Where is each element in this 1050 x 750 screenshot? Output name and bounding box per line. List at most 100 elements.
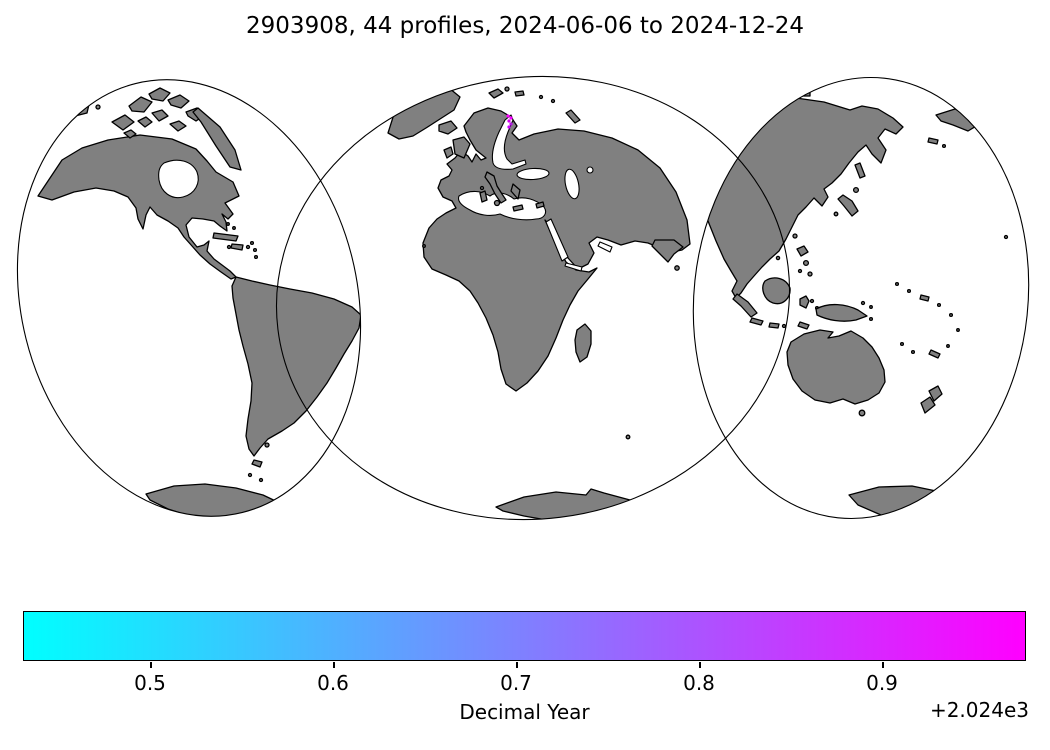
sicily — [493, 199, 501, 207]
sakhalin — [854, 162, 866, 179]
new-zealand-south — [920, 396, 936, 414]
gulf-of-aden — [564, 262, 583, 272]
greenland-west-sliver — [192, 107, 242, 171]
island-dot — [941, 143, 947, 149]
lobe-europe-africa-land — [387, 86, 691, 524]
island-dot — [869, 305, 873, 309]
island-dot — [253, 254, 259, 260]
profile-point — [507, 125, 511, 129]
japan — [837, 194, 859, 217]
hispaniola — [230, 243, 244, 251]
profile-point — [509, 116, 513, 120]
float-profile-trail — [506, 114, 513, 129]
island-dash — [514, 90, 525, 97]
island-dash — [927, 137, 939, 145]
island-dot — [807, 271, 813, 277]
island-dot — [625, 434, 631, 440]
island-dash — [919, 294, 930, 302]
aral-sea — [586, 166, 594, 174]
island-dot — [95, 104, 101, 110]
india — [651, 239, 684, 263]
colorbar-tick-mark — [882, 662, 884, 668]
island-dot — [226, 244, 232, 250]
crete — [512, 204, 524, 212]
red-sea — [545, 218, 569, 262]
colorbar-tick-mark — [150, 662, 152, 668]
island-dot — [868, 316, 874, 322]
island-dot — [981, 506, 987, 512]
island-dot — [899, 341, 905, 347]
australia — [786, 329, 886, 405]
continent-asia — [698, 97, 904, 299]
island-dot — [786, 92, 792, 98]
colorbar-tick-label: 0.5 — [134, 671, 166, 695]
island-dot — [232, 226, 236, 230]
colorbar-gradient — [23, 611, 1026, 661]
continent-north-america — [37, 134, 240, 280]
figure-title: 2903908, 44 profiles, 2024-06-06 to 2024… — [246, 13, 804, 39]
island-dot — [910, 349, 916, 355]
hokkaido — [852, 186, 860, 194]
island-dash — [768, 322, 780, 329]
svalbard — [488, 88, 504, 99]
alaska-fragment — [935, 108, 979, 132]
sulawesi — [799, 295, 810, 309]
profile-point — [509, 122, 513, 126]
colorbar-tick-mark — [333, 662, 335, 668]
island-dot — [258, 477, 264, 483]
island-dot — [226, 222, 230, 226]
island-dot — [422, 244, 426, 248]
great-britain — [452, 136, 471, 159]
lobe-outline-americas — [16, 79, 362, 517]
black-sea — [516, 167, 550, 181]
island-dot — [988, 497, 994, 503]
island-dot — [550, 98, 556, 104]
timor — [797, 321, 810, 330]
colorbar-tick-label: 0.9 — [866, 671, 898, 695]
colorbar-offset-text: +2.024e3 — [929, 698, 1029, 722]
new-guinea — [815, 303, 868, 322]
island-dot — [781, 323, 787, 329]
profile-point — [506, 114, 510, 118]
caspian-sea — [564, 168, 580, 200]
island-dot — [956, 328, 960, 332]
arctic-island — [148, 87, 171, 102]
continent-south-america — [231, 276, 362, 457]
greece — [510, 183, 521, 200]
madagascar — [574, 323, 592, 363]
island-dot — [860, 300, 866, 306]
sri-lanka — [674, 265, 680, 271]
arctic-island — [128, 96, 153, 113]
arctic-island — [137, 116, 153, 128]
lobe-outline-asia-australia — [692, 76, 1030, 520]
island-dot — [247, 472, 253, 478]
colorbar-tick-label: 0.6 — [317, 671, 349, 695]
cyprus — [535, 201, 545, 209]
kyushu — [833, 211, 839, 217]
island-dot — [906, 288, 912, 294]
island-dot — [538, 94, 544, 100]
island-dot — [802, 259, 810, 267]
sardinia — [479, 190, 488, 203]
island-dot — [809, 298, 815, 304]
lobe-americas-land — [37, 87, 362, 522]
arctic-island — [169, 120, 187, 132]
taiwan — [792, 233, 798, 239]
colorbar-axis-label: Decimal Year — [459, 700, 590, 724]
baltic-sea — [491, 114, 527, 170]
borneo — [762, 277, 791, 305]
arctic-island — [167, 94, 190, 109]
persian-gulf — [597, 241, 613, 253]
island-dot — [245, 244, 251, 250]
arctic-island — [151, 109, 169, 122]
colorbar-tick-mark — [699, 662, 701, 668]
iceland — [438, 120, 458, 135]
island-dot — [249, 240, 255, 246]
arctic-island — [123, 129, 137, 139]
tasmania — [858, 409, 866, 417]
philippines — [796, 245, 809, 257]
lobe-outline-europe-africa — [275, 75, 791, 521]
novaya-zemlya — [565, 109, 581, 124]
profile-point — [507, 119, 511, 123]
hainan — [775, 255, 781, 261]
